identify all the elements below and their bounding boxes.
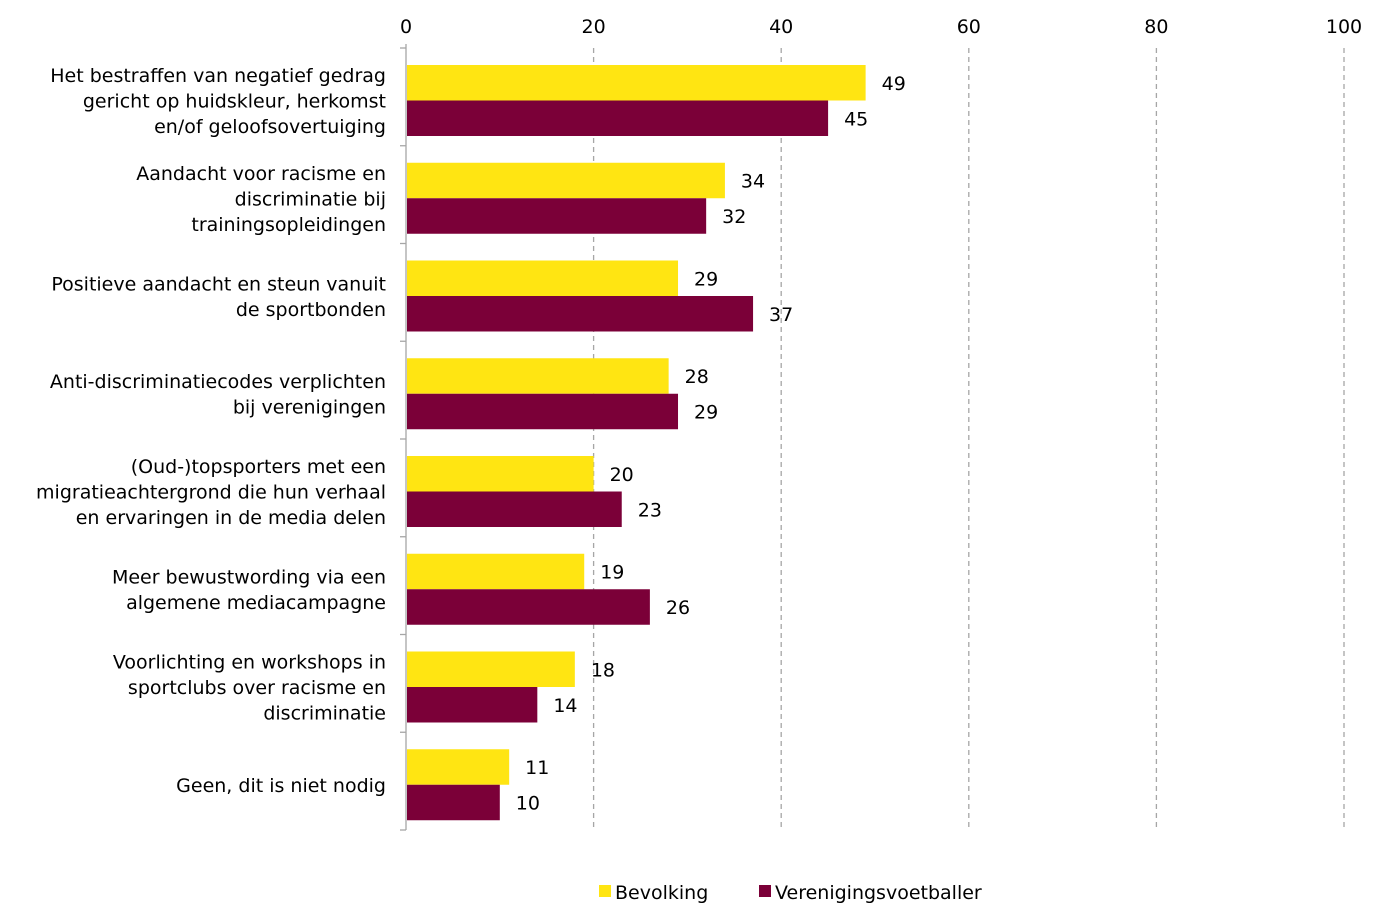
bar-bevolking (407, 456, 594, 492)
x-tick-label: 0 (400, 16, 412, 38)
bar-verenigingsvoetballer (407, 198, 707, 234)
data-label: 18 (591, 659, 615, 681)
bar-bevolking (407, 358, 669, 394)
data-label: 19 (600, 562, 624, 584)
legend-label: Bevolking (615, 882, 708, 904)
category-label: (Oud-)topsporters met een migratieachterg… (36, 456, 386, 529)
data-label: 32 (722, 206, 746, 228)
data-label: 28 (685, 366, 709, 388)
bar-bevolking (407, 553, 585, 590)
data-label: 29 (694, 402, 718, 424)
legend-label: Verenigingsvoetballer (775, 882, 982, 904)
data-label: 34 (741, 171, 765, 193)
category-label: Geen, dit is niet nodig (176, 775, 386, 797)
legend: Bevolking Verenigingsvoetballer (599, 882, 982, 904)
x-tick-label: 80 (1144, 16, 1168, 38)
data-label: 37 (769, 304, 793, 326)
bar-bevolking (407, 260, 679, 296)
bar-verenigingsvoetballer (407, 784, 500, 821)
bar-bevolking (407, 162, 725, 199)
bars (407, 65, 866, 821)
data-label: 14 (553, 695, 577, 717)
category-label: Meer bewustwording via een algemene media… (112, 567, 386, 615)
data-label: 20 (610, 464, 634, 486)
bar-verenigingsvoetballer (407, 100, 829, 136)
data-label: 26 (666, 597, 690, 619)
axes: 0 20 40 60 80 100 (400, 16, 1362, 831)
bar-verenigingsvoetballer (407, 589, 650, 625)
category-label: Positieve aandacht en steun vanuit de spo… (51, 273, 386, 321)
data-label: 23 (638, 499, 662, 521)
data-label: 11 (525, 757, 549, 779)
x-tick-label: 60 (957, 16, 981, 38)
bar-verenigingsvoetballer (407, 393, 679, 430)
category-label: Aandacht voor racisme en discriminatie bi… (136, 163, 386, 236)
data-label: 29 (694, 268, 718, 290)
bar-bevolking (407, 749, 510, 785)
category-label: Anti-discriminatiecodes verplichten bij v… (50, 371, 386, 419)
category-label: Het bestraffen van negatief gedrag gerich… (50, 65, 386, 138)
x-tick-label: 40 (769, 16, 793, 38)
legend-swatch (599, 885, 611, 897)
bar-bevolking (407, 65, 866, 101)
x-tick-label: 100 (1326, 16, 1362, 38)
legend-swatch (759, 885, 771, 897)
data-label: 10 (516, 793, 540, 815)
data-label: 45 (844, 108, 868, 130)
gridlines (592, 48, 1345, 830)
x-tick-label: 20 (582, 16, 606, 38)
bar-verenigingsvoetballer (407, 687, 538, 723)
bar-bevolking (407, 651, 575, 687)
bar-verenigingsvoetballer (407, 296, 754, 332)
data-label: 49 (882, 73, 906, 95)
labels: 49 34 29 28 20 19 18 11 45 32 37 29 23 26 14 10 Het best… (36, 65, 906, 815)
bar-verenigingsvoetballer (407, 491, 622, 527)
category-label: Voorlichting en workshops in sportclubs o… (113, 652, 386, 725)
